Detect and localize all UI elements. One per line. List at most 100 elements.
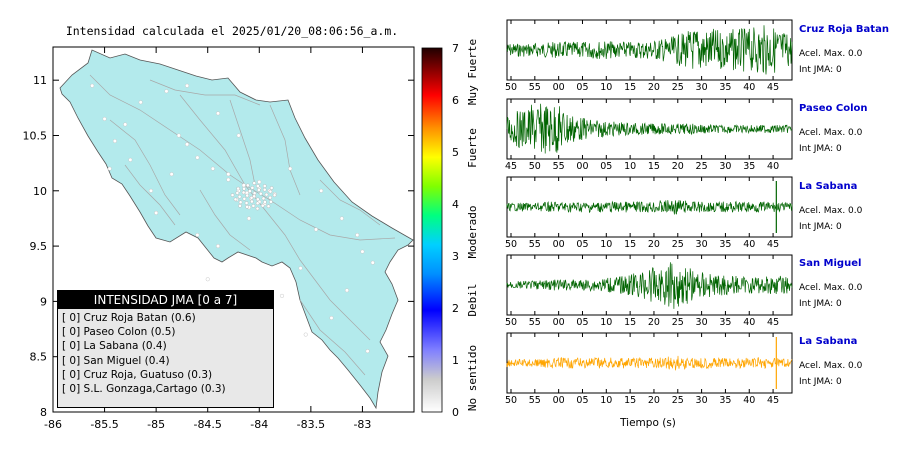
road <box>109 119 181 216</box>
station-point <box>319 188 324 193</box>
station-point <box>210 166 215 171</box>
station-point <box>268 195 272 200</box>
station-point <box>154 210 159 215</box>
time-tick-label: 05 <box>576 82 588 93</box>
station-jma: Int JMA: 0 <box>799 222 842 232</box>
station-point <box>262 187 267 192</box>
time-tick-label: 50 <box>505 239 517 250</box>
x-tick-label: -83 <box>353 418 371 431</box>
time-tick-label: 40 <box>743 82 755 93</box>
station-point <box>370 260 375 265</box>
colorbar-tick-label: 1 <box>452 354 459 367</box>
time-tick-label: 25 <box>672 82 684 93</box>
time-tick-label: 45 <box>767 395 779 406</box>
time-tick-label: 30 <box>696 317 708 328</box>
station-point <box>246 183 250 188</box>
station-point <box>360 249 365 254</box>
station-point <box>241 183 246 188</box>
station-point <box>195 155 200 160</box>
chart-title: Intensidad calculada el 2025/01/20_08:06… <box>66 24 398 38</box>
time-tick-label: 15 <box>624 239 636 250</box>
time-tick-label: 15 <box>648 161 660 172</box>
station-point <box>233 197 238 202</box>
station-name: San Miguel <box>799 258 862 269</box>
time-tick-label: 05 <box>600 161 612 172</box>
road <box>229 99 256 186</box>
time-tick-label: 55 <box>529 82 541 93</box>
station-point <box>244 201 249 205</box>
waveform-panel: 50 55 00 05 10 15 20 25 30 35 40 45 <box>505 176 793 250</box>
time-tick-label: 20 <box>648 239 660 250</box>
station-point <box>169 172 174 177</box>
station-name: Paseo Colon <box>799 103 868 114</box>
time-tick-label: 00 <box>553 239 565 250</box>
station-point <box>264 192 269 197</box>
station-point <box>252 191 257 196</box>
station-name: La Sabana <box>799 336 858 347</box>
time-tick-label: 35 <box>743 161 755 172</box>
station-point <box>230 193 235 197</box>
colorbar-tick-label: 0 <box>452 406 459 419</box>
station-point <box>235 191 240 195</box>
time-tick-label: 50 <box>529 161 541 172</box>
time-tick-label: 00 <box>553 395 565 406</box>
time-tick-label: 55 <box>529 239 541 250</box>
legend-title: INTENSIDAD JMA [0 a 7] <box>58 291 273 309</box>
waveform-panel: 45 50 55 00 05 10 15 20 25 30 35 40 <box>505 98 793 172</box>
time-tick-label: 40 <box>767 161 779 172</box>
station-point <box>251 204 256 208</box>
station-point <box>256 197 260 202</box>
time-tick-label: 25 <box>672 395 684 406</box>
colorbar-tick-label: 5 <box>452 146 459 159</box>
time-tick-label: 05 <box>576 317 588 328</box>
time-tick-label: 15 <box>624 395 636 406</box>
waveform-trace <box>506 262 793 309</box>
station-point <box>245 205 249 209</box>
time-tick-label: 45 <box>505 161 517 172</box>
station-point <box>329 315 334 320</box>
colorbar-category-label: Moderado <box>466 206 479 259</box>
station-point <box>258 191 263 196</box>
road <box>179 94 396 241</box>
station-point <box>250 199 254 204</box>
station-point <box>246 216 251 221</box>
legend-item: [ 0] Paseo Colon (0.5) <box>62 326 176 339</box>
station-point <box>236 186 240 191</box>
time-tick-label: 20 <box>648 317 660 328</box>
station-point <box>102 116 107 121</box>
station-point <box>195 233 200 238</box>
time-tick-label: 35 <box>719 395 731 406</box>
station-point <box>344 288 349 293</box>
colorbar-category-label: Debil <box>466 283 479 316</box>
station-point <box>148 188 153 193</box>
road <box>299 299 366 376</box>
station-point <box>252 181 257 185</box>
station-point <box>314 227 319 232</box>
time-tick-label: 10 <box>624 161 636 172</box>
station-point <box>90 83 95 88</box>
station-point <box>238 200 243 205</box>
station-point <box>242 197 247 201</box>
time-tick-label: 35 <box>719 317 731 328</box>
legend-item: [ 0] S.L. Gonzaga,Cartago (0.3) <box>62 383 226 396</box>
time-tick-label: 10 <box>600 82 612 93</box>
road <box>269 104 301 196</box>
waveform-frame <box>506 176 793 238</box>
station-point <box>355 233 360 238</box>
road <box>319 179 381 226</box>
waveform-trace <box>506 200 793 215</box>
station-point <box>205 277 210 282</box>
intensity-legend: INTENSIDAD JMA [0 a 7] [ 0] Cruz Roja Ba… <box>57 290 274 408</box>
station-point <box>112 139 117 144</box>
time-tick-label: 15 <box>624 82 636 93</box>
station-point <box>216 244 221 249</box>
station-point <box>236 133 241 138</box>
time-tick-label: 40 <box>743 317 755 328</box>
time-tick-label: 50 <box>505 395 517 406</box>
station-jma: Int JMA: 0 <box>799 144 842 154</box>
station-point <box>185 83 190 88</box>
colorbar-category-label: No sentido <box>466 345 479 411</box>
waveform-trace <box>506 25 793 75</box>
station-jma: Int JMA: 0 <box>799 299 842 309</box>
legend-list: [ 0] Cruz Roja Batan (0.6) [ 0] Paseo Co… <box>58 309 273 396</box>
